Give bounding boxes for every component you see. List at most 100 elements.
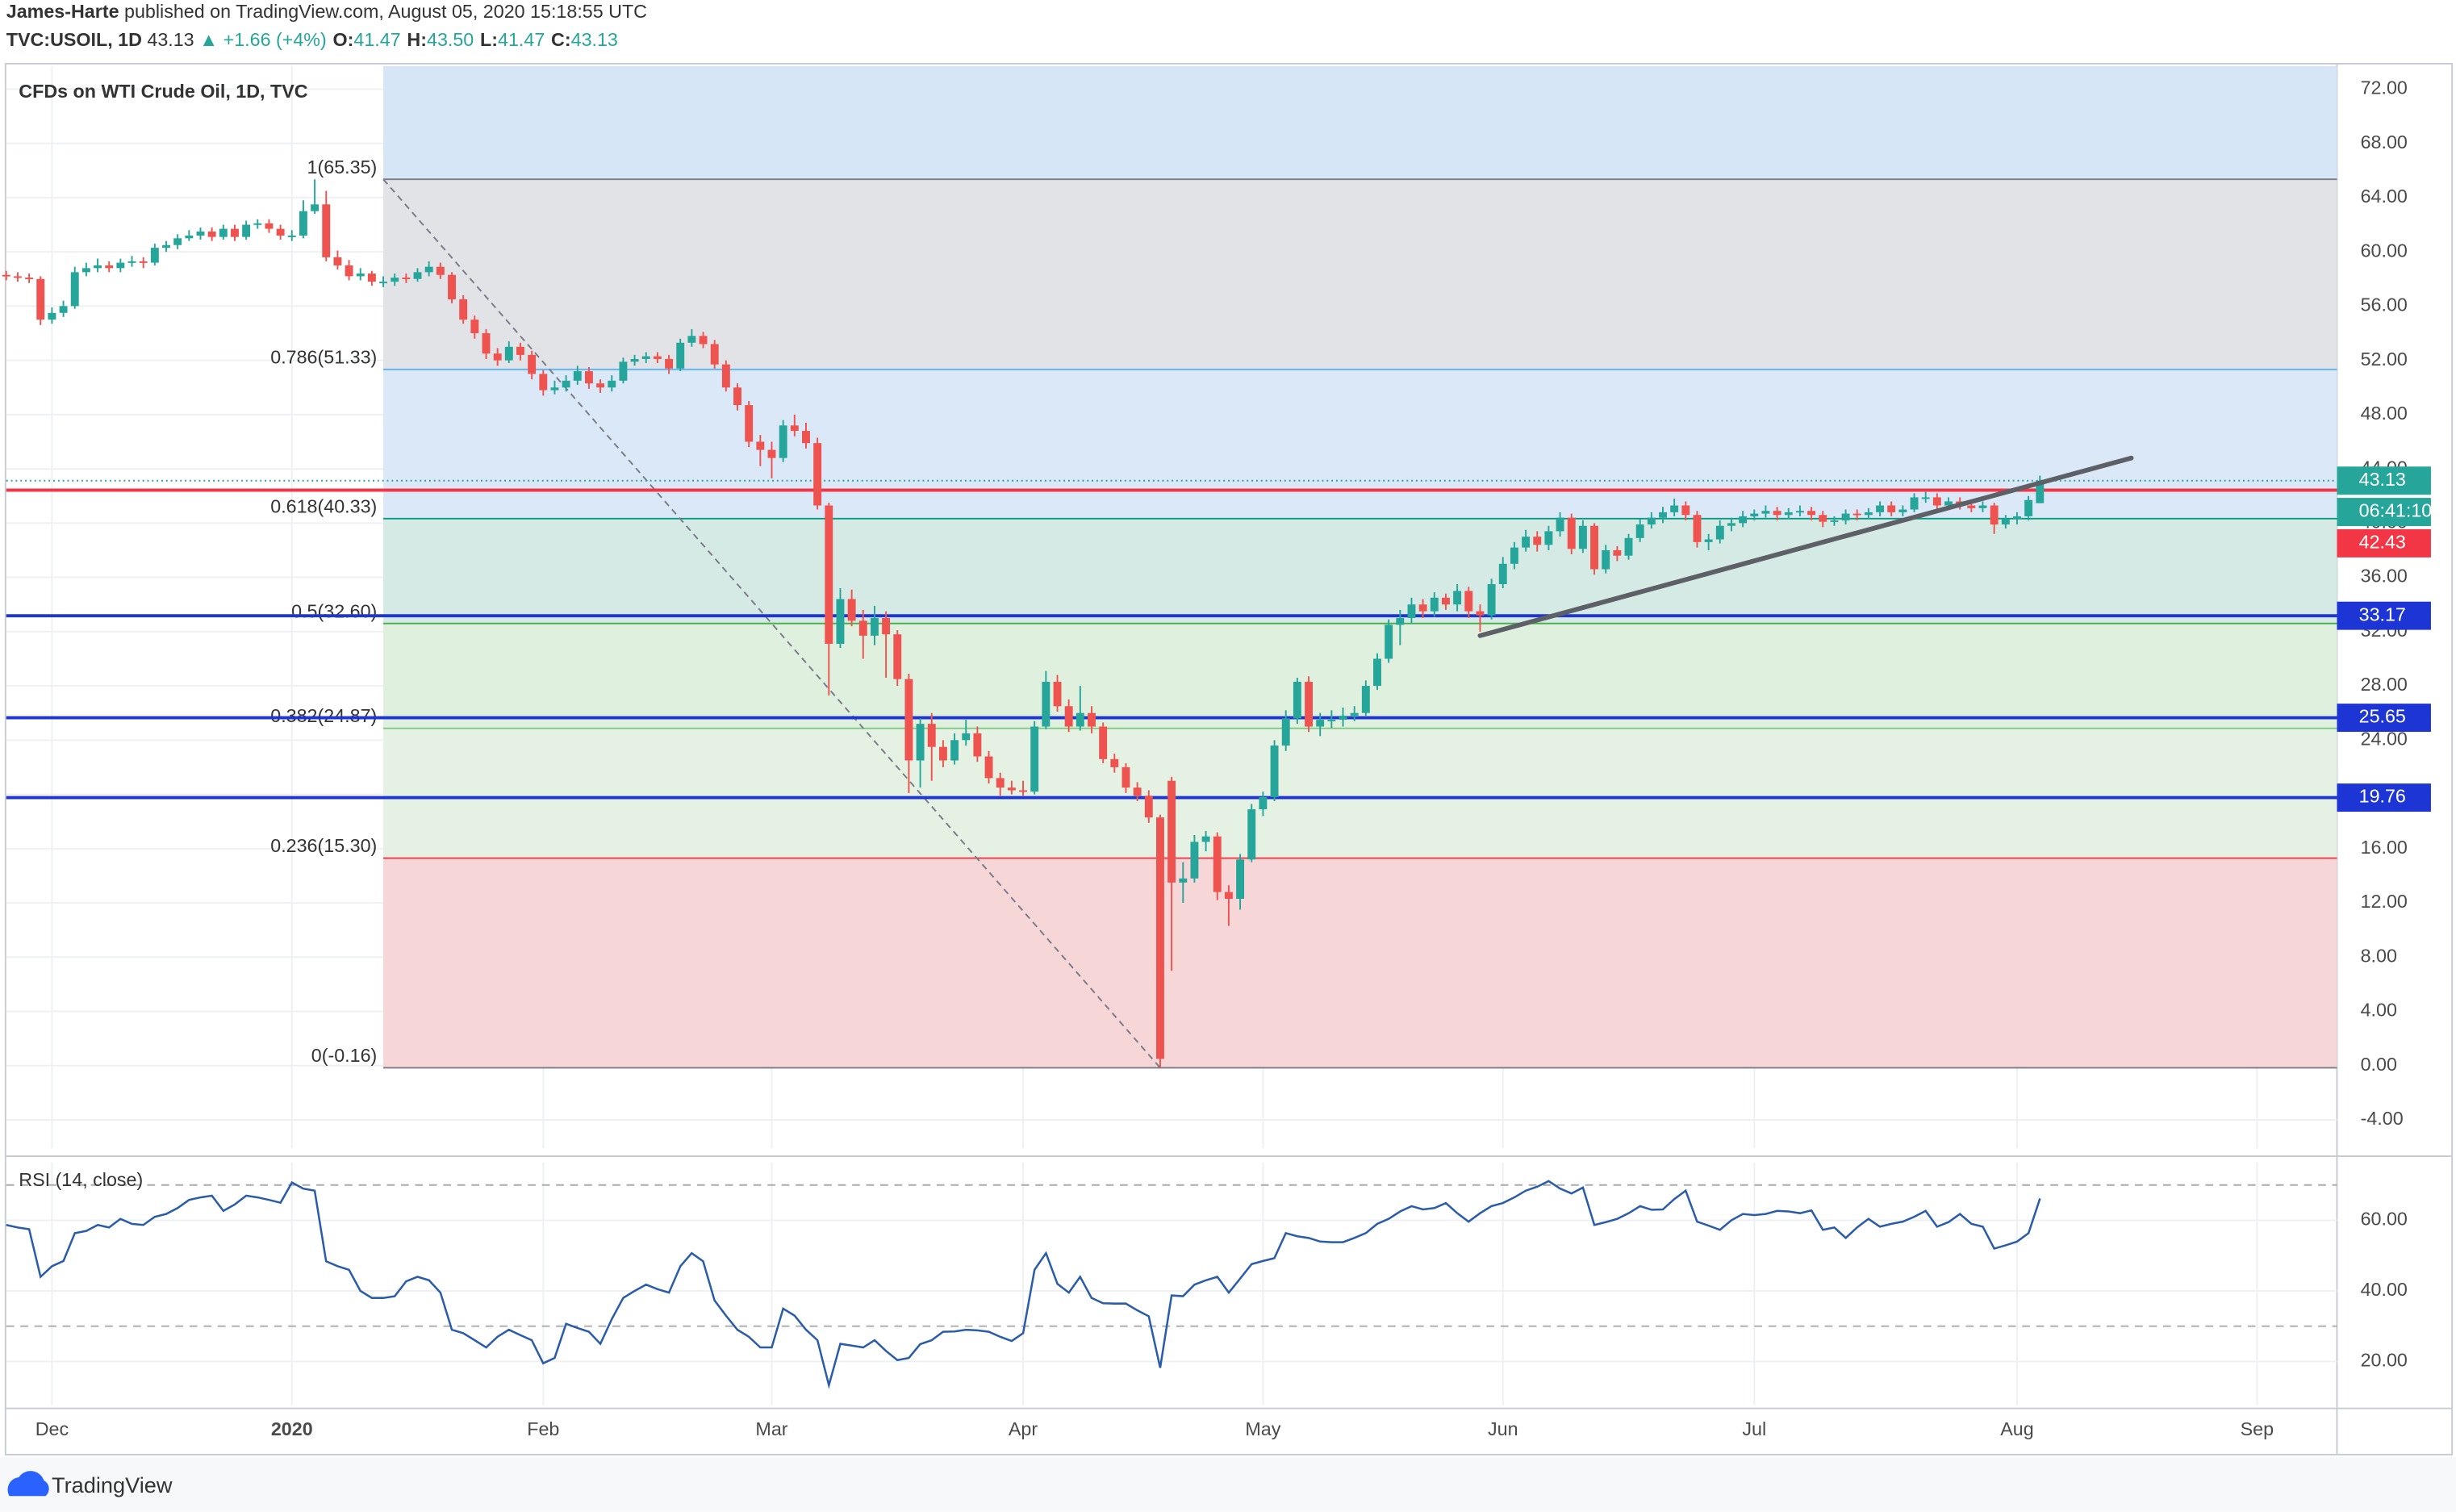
candle-body [630, 358, 639, 362]
candle-body [745, 405, 754, 442]
hline-label: 42.43 [2359, 532, 2406, 553]
symbol-line: TVC:USOIL, 1D 43.13 ▲ +1.66 (+4%) O:41.47… [6, 29, 618, 50]
candle-body [665, 358, 674, 369]
candle-body [105, 265, 114, 269]
candle-body [367, 274, 376, 282]
candle-body [94, 265, 102, 269]
candle-body [927, 724, 936, 747]
candle-body [1693, 515, 1702, 542]
x-tick-label: Aug [2000, 1418, 2033, 1439]
candle-body [402, 278, 411, 280]
candle-body [699, 336, 708, 345]
candle-body [1921, 497, 1930, 499]
y-tick-label: -4.00 [2361, 1108, 2404, 1129]
candle-body [345, 265, 353, 277]
fib-zone [383, 518, 2337, 624]
y-tick-label: 16.00 [2361, 837, 2408, 858]
candle-body [870, 618, 879, 636]
candle-body [1167, 780, 1176, 883]
candle-body [287, 235, 296, 237]
candle-body [1556, 517, 1564, 532]
candle-body [1522, 537, 1531, 548]
candle-body [1910, 497, 1919, 510]
candle-body [608, 380, 616, 388]
logo [7, 1471, 49, 1497]
x-tick-label: May [1245, 1418, 1280, 1439]
candle-body [1498, 563, 1507, 584]
candle-body [185, 235, 194, 239]
candle-body [253, 223, 262, 225]
candle-body [756, 441, 765, 450]
candle-body [1727, 523, 1735, 526]
author: James-Harte [6, 1, 119, 22]
candle-body [1715, 525, 1724, 540]
ohlc-value: 43.50 [427, 29, 474, 50]
candle-body [413, 272, 422, 279]
candle-body [1453, 591, 1462, 605]
candle-body [1602, 549, 1610, 570]
candle-body [1213, 836, 1222, 892]
candle-body [1155, 817, 1164, 1059]
candle-body [528, 354, 537, 374]
hline-label: 25.65 [2359, 706, 2406, 727]
fib-label: 0.382(24.87) [270, 705, 377, 726]
candle-body [2, 274, 10, 277]
candle-body [893, 634, 902, 679]
chart-frame [4, 62, 2454, 1456]
footer-bar [0, 1456, 2456, 1512]
candle-body [1121, 766, 1130, 788]
candle-body [1030, 726, 1039, 792]
candle-body [1773, 511, 1781, 516]
fib-label: 0.5(32.60) [291, 600, 377, 621]
candle-body [504, 346, 513, 361]
candle-body [333, 257, 342, 265]
candle-body [1430, 597, 1439, 612]
candle-body [573, 371, 582, 381]
fib-zone [383, 623, 2337, 729]
candle-body [1978, 505, 1987, 508]
fib-label: 0.236(15.30) [270, 835, 377, 856]
candle-body [2024, 499, 2033, 516]
candle-body [36, 278, 45, 320]
candle-body [516, 346, 524, 355]
fib-zone [383, 858, 2337, 1068]
rsi-title: RSI (14, close) [19, 1169, 143, 1190]
fib-label: 1(65.35) [307, 157, 378, 178]
candle-body [584, 371, 593, 384]
rsi-tick-label: 60.00 [2361, 1209, 2408, 1230]
candle-body [391, 278, 399, 282]
candle-body [482, 333, 491, 354]
candle-body [1635, 524, 1644, 538]
candle-body [1761, 511, 1770, 514]
y-tick-label: 72.00 [2361, 77, 2408, 98]
fib-label: 0.786(51.33) [270, 346, 377, 367]
candle-body [1259, 796, 1268, 810]
candle-body [1944, 501, 1953, 506]
candle-body [802, 431, 810, 444]
candle-body [1830, 520, 1839, 522]
candle-body [1841, 513, 1850, 520]
candle-body [962, 733, 971, 741]
candle-body [858, 620, 867, 636]
candle-body [1624, 537, 1633, 556]
x-tick-label: Jun [1488, 1418, 1518, 1439]
candle-body [207, 231, 216, 237]
rsi-tick-label: 20.00 [2361, 1350, 2408, 1371]
candle-body [1247, 809, 1256, 860]
candle-body [25, 278, 34, 280]
candle-body [1750, 513, 1759, 516]
candle-body [1442, 597, 1450, 605]
candle-body [173, 238, 182, 245]
last-price: 43.13 [147, 29, 194, 50]
y-tick-label: 4.00 [2361, 1000, 2397, 1021]
hline-label-box [2337, 783, 2431, 812]
candle-body [448, 274, 456, 299]
candle-body [539, 374, 548, 391]
candle-body [2036, 480, 2045, 503]
hline-label: 19.76 [2359, 786, 2406, 807]
candle-body [1418, 604, 1427, 612]
candle-body [1144, 796, 1153, 818]
fib-label: 0.618(40.33) [270, 495, 377, 516]
ohlc-value: 41.47 [498, 29, 545, 50]
